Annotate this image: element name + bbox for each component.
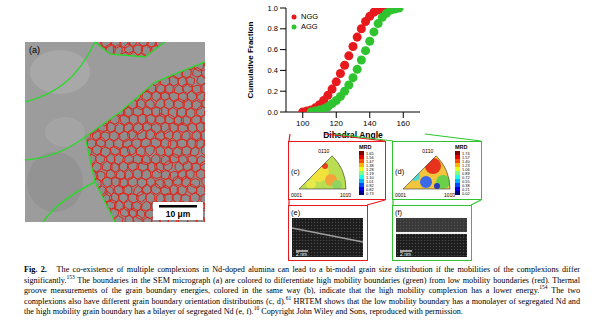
- svg-text:1.38: 1.38: [366, 162, 374, 168]
- svg-text:0.73: 0.73: [366, 191, 374, 196]
- svg-text:0.02: 0.02: [462, 191, 470, 196]
- svg-text:100: 100: [296, 119, 310, 128]
- svg-text:0.72: 0.72: [462, 174, 470, 180]
- svg-text:Dihedral Angle: Dihedral Angle: [323, 130, 383, 140]
- svg-text:(c): (c): [291, 167, 300, 176]
- svg-text:1.57: 1.57: [462, 154, 470, 160]
- svg-text:(a): (a): [29, 45, 40, 55]
- svg-text:1.01: 1.01: [366, 178, 374, 184]
- svg-text:120: 120: [330, 119, 344, 128]
- svg-text:101̄0: 101̄0: [340, 192, 351, 198]
- svg-text:1.74: 1.74: [462, 150, 470, 156]
- html-text:NGG: NGG: [301, 12, 319, 21]
- svg-text:2 nm: 2 nm: [296, 251, 307, 257]
- svg-text:0.4: 0.4: [268, 66, 278, 75]
- svg-text:1.56: 1.56: [366, 154, 374, 160]
- svg-text:10 μm: 10 μm: [166, 209, 191, 219]
- svg-text:0.92: 0.92: [366, 182, 374, 188]
- svg-text:1.19: 1.19: [366, 170, 374, 176]
- svg-text:01̄10: 01̄10: [422, 148, 433, 154]
- svg-text:0.21: 0.21: [462, 186, 470, 192]
- svg-text:MRD: MRD: [455, 144, 468, 150]
- svg-text:0.55: 0.55: [462, 178, 470, 184]
- svg-text:1.28: 1.28: [366, 166, 374, 172]
- svg-text:1.0: 1.0: [268, 4, 278, 13]
- svg-text:0.89: 0.89: [462, 170, 470, 176]
- svg-text:0.0: 0.0: [268, 108, 278, 117]
- svg-text:MRD: MRD: [359, 144, 372, 150]
- svg-text:(e): (e): [291, 208, 301, 217]
- svg-text:140: 140: [363, 119, 377, 128]
- svg-text:0.8: 0.8: [268, 24, 278, 33]
- svg-text:Cumulative Fraction: Cumulative Fraction: [246, 21, 255, 98]
- html-text:The co-existence of multiple c: The co-existence of multiple complexions…: [24, 265, 580, 317]
- svg-text:1.40: 1.40: [462, 158, 470, 164]
- svg-text:0001: 0001: [395, 192, 406, 198]
- svg-text:0.6: 0.6: [268, 45, 278, 54]
- svg-text:0.38: 0.38: [462, 182, 470, 188]
- html-text:Fig. 2.: Fig. 2.: [24, 265, 47, 274]
- svg-text:(d): (d): [395, 167, 405, 176]
- svg-text:0.82: 0.82: [366, 186, 374, 192]
- svg-text:1.23: 1.23: [462, 162, 470, 168]
- svg-text:01̄10: 01̄10: [318, 148, 329, 154]
- svg-text:0.2: 0.2: [268, 87, 278, 96]
- svg-text:101̄0: 101̄0: [444, 192, 455, 198]
- svg-text:(f): (f): [395, 208, 403, 217]
- svg-text:2 nm: 2 nm: [400, 251, 411, 257]
- svg-text:1.10: 1.10: [366, 174, 374, 180]
- svg-text:160: 160: [397, 119, 411, 128]
- svg-text:1.65: 1.65: [366, 150, 374, 156]
- html-text:AGG: AGG: [301, 22, 318, 31]
- svg-text:1.06: 1.06: [462, 166, 470, 172]
- svg-text:0001: 0001: [291, 192, 302, 198]
- svg-text:1.47: 1.47: [366, 158, 374, 164]
